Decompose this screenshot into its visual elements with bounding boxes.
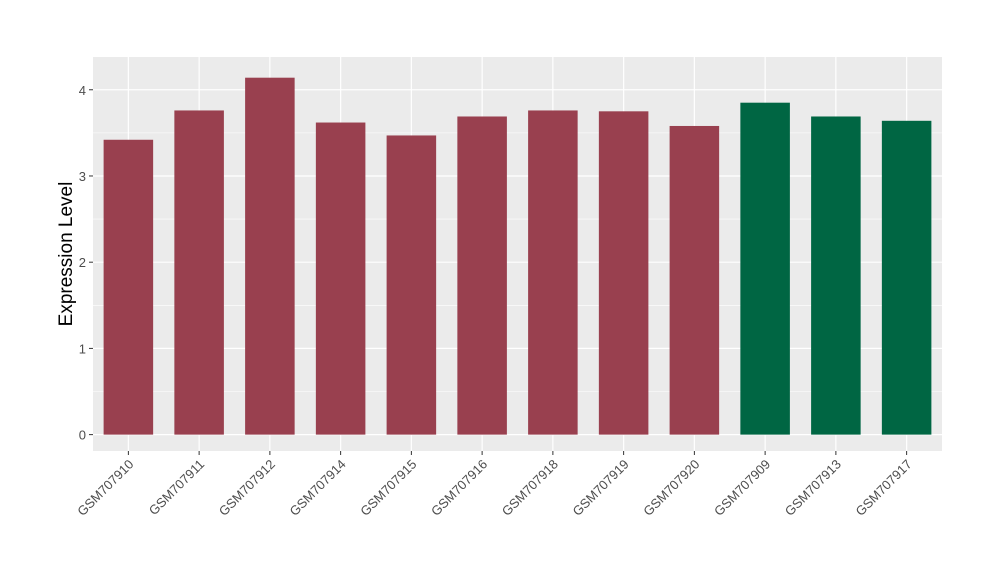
x-tick-label: GSM707919 — [570, 457, 632, 519]
bar-GSM707911 — [174, 110, 224, 435]
bar-GSM707914 — [315, 122, 366, 435]
bar-GSM707920 — [669, 125, 720, 435]
plot-panel — [93, 57, 942, 451]
y-axis: 0 1 2 3 4 — [79, 83, 93, 443]
y-tick-label: 3 — [79, 169, 86, 184]
bar-GSM707909 — [740, 102, 790, 435]
bars — [103, 77, 932, 435]
y-tick-label: 1 — [79, 341, 86, 356]
x-tick-label: GSM707915 — [357, 457, 419, 519]
bar-GSM707917 — [881, 120, 932, 435]
x-tick-label: GSM707910 — [74, 457, 136, 519]
x-tick-label: GSM707911 — [146, 457, 208, 519]
x-tick-label: GSM707914 — [287, 457, 349, 519]
x-tick-label: GSM707916 — [428, 457, 490, 519]
y-tick-label: 0 — [79, 428, 86, 443]
bar-GSM707910 — [103, 139, 154, 435]
bar-GSM707918 — [528, 110, 578, 435]
bar-GSM707912 — [245, 77, 295, 435]
x-tick-label: GSM707913 — [782, 457, 844, 519]
x-tick-label: GSM707920 — [640, 457, 702, 519]
y-tick-label: 2 — [79, 255, 86, 270]
x-axis: GSM707910 GSM707911 GSM707912 GSM707914 GSM7… — [74, 451, 915, 519]
bar-GSM707915 — [386, 135, 437, 435]
x-tick-label: GSM707909 — [711, 457, 773, 519]
x-tick-label: GSM707917 — [853, 457, 915, 519]
x-tick-label: GSM707912 — [216, 457, 278, 519]
bar-GSM707913 — [811, 116, 861, 435]
y-tick-label: 4 — [79, 83, 86, 98]
y-axis-label: Expression Level — [56, 182, 77, 327]
bar-GSM707919 — [598, 111, 649, 435]
x-tick-label: GSM707918 — [499, 457, 561, 519]
bar-GSM707916 — [457, 116, 507, 435]
